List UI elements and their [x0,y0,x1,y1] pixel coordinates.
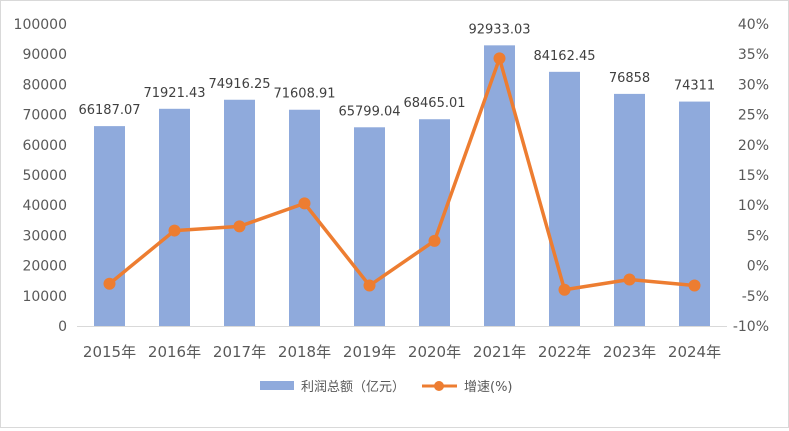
growth-point [688,279,701,292]
bar-value-label: 84162.45 [533,49,595,64]
growth-point [493,52,506,65]
left-y-tick-label: 50000 [22,168,67,184]
right-y-tick-label: -10% [733,319,769,335]
x-tick-label: 2017年 [213,343,266,361]
growth-point [298,197,311,210]
left-y-tick-label: 30000 [22,228,67,244]
growth-point [428,234,441,247]
bar-value-label: 65799.04 [338,104,400,119]
growth-point [233,220,246,233]
growth-point [363,279,376,292]
growth-point [168,224,181,237]
right-y-tick-label: 40% [738,17,769,33]
left-y-tick-label: 100000 [14,17,67,33]
x-tick-label: 2016年 [148,343,201,361]
left-y-tick-label: 90000 [22,47,67,63]
right-y-tick-label: 10% [738,198,769,214]
left-y-tick-label: 80000 [22,77,67,93]
axis-layer: 2015年 2016年 2017年 2018年 2019年 2020年 2021年 2022年… [14,17,769,361]
bar-value-label: 74916.25 [208,77,270,92]
legend-label-line: 增速(%) [464,380,513,395]
x-tick-label: 2015年 [83,343,136,361]
left-y-tick-label: 20000 [22,259,67,275]
x-tick-label: 2020年 [408,343,461,361]
legend-swatch-bar [260,381,294,390]
line-layer [103,52,701,296]
bar [419,119,450,326]
left-y-tick-label: 10000 [22,289,67,305]
left-y-tick-label: 60000 [22,138,67,154]
bar [679,101,710,326]
growth-point [103,277,116,290]
x-tick-label: 2019年 [343,343,396,361]
right-y-tick-label: 25% [738,108,769,124]
bar [614,93,645,326]
right-y-tick-label: 20% [738,138,769,154]
left-y-tick-label: 40000 [22,198,67,214]
right-y-tick-label: 35% [738,47,769,63]
bar-value-label: 71608.91 [273,87,335,102]
right-y-tick-label: -5% [742,289,769,305]
right-y-tick-label: 0% [747,259,769,275]
bar-labels-layer: 66187.0771921.4374916.2571608.9165799.04… [78,22,715,119]
growth-point [558,283,571,296]
right-y-tick-label: 15% [738,168,769,184]
bar-value-label: 76858 [609,71,650,86]
right-y-tick-label: 5% [747,228,769,244]
bar [159,108,190,327]
x-tick-label: 2018年 [278,343,331,361]
growth-point [623,273,636,286]
bar-value-label: 74311 [674,79,715,94]
bar-value-label: 71921.43 [143,86,205,101]
bar [354,127,385,326]
x-tick-label: 2023年 [603,343,656,361]
bar-value-label: 92933.03 [468,22,530,37]
x-tick-label: 2022年 [538,343,591,361]
legend: 利润总额（亿元） 增速(%) [260,380,513,395]
bar-value-label: 68465.01 [403,96,465,111]
bar [94,126,125,326]
legend-swatch-marker [434,381,444,391]
legend-label-bar: 利润总额（亿元） [301,380,405,395]
x-tick-label: 2024年 [668,343,721,361]
growth-line [108,56,695,292]
bar [224,99,255,326]
left-y-tick-label: 70000 [22,108,67,124]
x-tick-label: 2021年 [473,343,526,361]
left-y-tick-label: 0 [58,319,67,335]
bar-value-label: 66187.07 [78,103,140,118]
right-y-tick-label: 30% [738,77,769,93]
